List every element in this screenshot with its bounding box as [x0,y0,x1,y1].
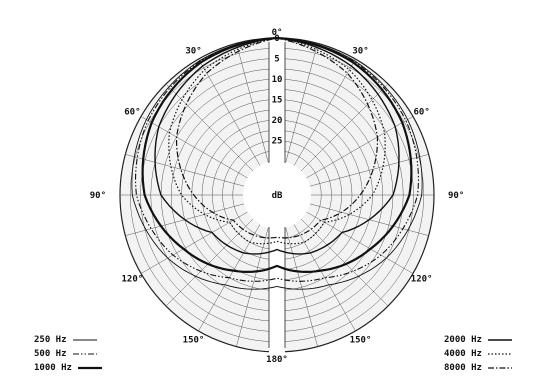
angle-label: 90° [90,191,106,201]
legend-swatch [487,339,512,341]
angle-label: 90° [448,191,464,201]
grid-spoke [293,58,356,166]
angle-label: 30° [352,46,368,56]
legend-item: 250 Hz [34,333,97,347]
grid-spoke [165,83,254,172]
legend-swatch [487,367,512,369]
angle-label: 60° [124,108,140,118]
bottom-gap [269,225,285,354]
legend-item: 8000 Hz [444,361,512,375]
series-curve [141,36,413,274]
db-unit-label: dB [272,191,283,201]
angle-label: 30° [185,46,201,56]
db-tick-label: 25 [272,137,283,147]
legend-label: 8000 Hz [444,363,482,373]
polar-grid [119,36,435,354]
legend-swatch [72,339,97,341]
grid-spoke [309,154,429,187]
db-tick-label: 20 [272,116,283,126]
grid-spoke [125,154,245,187]
legend-label: 1000 Hz [34,363,72,373]
polar-labels: 0 5 10 15 20 25 dB 0° 30° 30° 60° 60° 90° 90° 120° 120°… [90,28,465,365]
angle-label: 0° [272,28,283,38]
legend-item: 4000 Hz [444,347,512,361]
angle-label: 180° [266,355,288,365]
angle-label: 120° [122,275,144,285]
grid-spoke [198,58,261,166]
db-tick-label: 10 [272,75,283,85]
legend-label: 2000 Hz [444,335,482,345]
angle-label: 150° [350,336,372,346]
grid-spoke [300,83,389,172]
legend-item: 2000 Hz [444,333,512,347]
legend-label: 250 Hz [34,335,67,345]
legend-swatch [487,353,512,355]
legend-item: 500 Hz [34,347,97,361]
grid-spoke [285,43,318,163]
db-tick-label: 0 [274,34,279,44]
series-curve [175,37,379,239]
angle-label: 120° [411,275,433,285]
legend-item: 1000 Hz [34,361,102,375]
legend-swatch [77,366,102,370]
top-gap [269,36,285,165]
series-curve [154,37,400,255]
series-curve [131,37,423,290]
grid-spoke [236,43,269,163]
grid-spoke [165,218,254,307]
polar-curves [131,36,423,290]
db-tick-label: 15 [272,96,283,106]
db-tick-label: 5 [274,55,279,65]
center-hole [243,161,311,229]
series-curve [168,37,386,245]
grid-spoke [300,218,389,307]
legend-label: 4000 Hz [444,349,482,359]
angle-label: 60° [413,108,429,118]
grid-spoke [285,227,318,347]
angle-label: 150° [183,336,205,346]
grid-spoke [140,211,248,274]
legend-label: 500 Hz [34,349,67,359]
series-curve [134,37,420,282]
legend-swatch [72,353,97,355]
grid-spoke [236,227,269,347]
grid-spoke [293,224,356,332]
